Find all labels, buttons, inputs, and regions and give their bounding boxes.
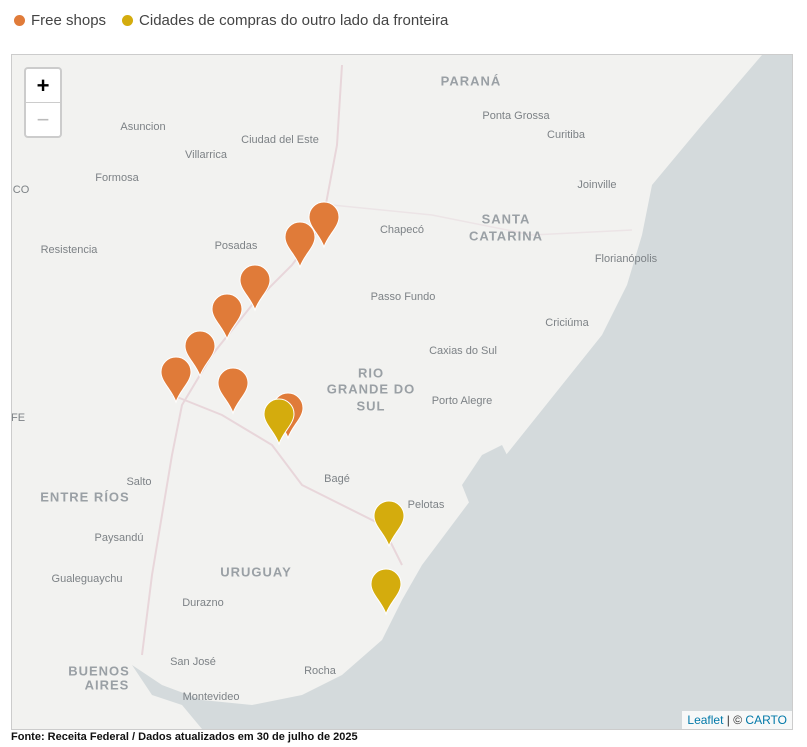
legend: Free shops Cidades de compras do outro l… — [14, 12, 448, 29]
region-label: GRANDE DO — [327, 381, 415, 396]
region-label: RIO — [358, 365, 384, 380]
legend-item[interactable]: Cidades de compras do outro lado da fron… — [122, 12, 448, 29]
place-label: Caxias do Sul — [429, 345, 497, 357]
place-label: Pelotas — [408, 499, 445, 511]
place-label: Montevideo — [183, 691, 240, 703]
zoom-in[interactable]: + — [36, 73, 50, 98]
legend-label: Cidades de compras do outro lado da fron… — [139, 12, 449, 29]
place-label: Porto Alegre — [432, 395, 493, 407]
attribution: Leaflet | © CARTO — [682, 711, 792, 729]
place-label: San José — [170, 656, 216, 668]
place-label: Salto — [126, 476, 151, 488]
border — [331, 204, 633, 236]
region-label: AIRES — [85, 677, 130, 692]
region-label: PARANÁ — [441, 73, 502, 88]
map-canvas: PARANÁ Ponta Grossa Asuncion Curitiba Ciudad… — [12, 55, 792, 729]
legend-item[interactable]: Free shops — [14, 12, 106, 29]
marker[interactable] — [370, 568, 402, 616]
place-label: FE — [12, 412, 25, 424]
place-label: Ciudad del Este — [241, 134, 319, 146]
place-label: Gualeguaychu — [52, 573, 123, 585]
marker[interactable] — [184, 330, 216, 378]
place-label: CO — [13, 184, 30, 196]
marker[interactable] — [217, 367, 249, 415]
place-label: Villarrica — [185, 149, 228, 161]
carto-link[interactable]: CARTO — [745, 713, 787, 727]
place-label: Paysandú — [95, 532, 144, 544]
region-label: SANTA — [482, 211, 531, 226]
place-label: Asuncion — [120, 121, 165, 133]
place-label: Chapecó — [380, 224, 424, 236]
marker[interactable] — [308, 201, 340, 249]
markers — [160, 201, 405, 616]
place-label: Formosa — [95, 172, 139, 184]
place-label: Bagé — [324, 473, 350, 485]
place-label: Durazno — [182, 597, 224, 609]
marker[interactable] — [239, 264, 271, 312]
leaflet-link[interactable]: Leaflet — [687, 713, 724, 727]
marker[interactable] — [373, 500, 405, 548]
place-label: Curitiba — [547, 129, 586, 141]
place-label: Criciúma — [545, 317, 589, 329]
place-label: Passo Fundo — [371, 291, 436, 303]
place-label: Resistencia — [41, 244, 99, 256]
zoom-out[interactable]: − — [26, 102, 60, 136]
place-label: Rocha — [304, 665, 337, 677]
region-label: URUGUAY — [220, 564, 292, 579]
ocean — [132, 55, 792, 729]
legend-label: Free shops — [31, 12, 107, 29]
zoom-control: + − — [24, 67, 62, 138]
marker[interactable] — [284, 221, 316, 269]
place-label: Posadas — [215, 240, 258, 252]
region-label: SUL — [357, 398, 386, 413]
map[interactable]: PARANÁ Ponta Grossa Asuncion Curitiba Ciudad… — [11, 54, 793, 730]
region-label: CATARINA — [469, 228, 543, 243]
attribution-separator: | © — [726, 713, 743, 727]
lagoon — [462, 445, 512, 510]
place-label: Ponta Grossa — [482, 110, 550, 122]
marker[interactable] — [263, 398, 295, 446]
source-note: Fonte: Receita Federal / Dados atualizad… — [11, 731, 358, 743]
region-label: BUENOS — [68, 663, 130, 678]
marker[interactable] — [211, 293, 243, 341]
place-label: Florianópolis — [595, 253, 658, 265]
marker[interactable] — [160, 356, 192, 404]
region-label: ENTRE RÍOS — [40, 489, 129, 504]
place-label: Joinville — [577, 179, 616, 191]
